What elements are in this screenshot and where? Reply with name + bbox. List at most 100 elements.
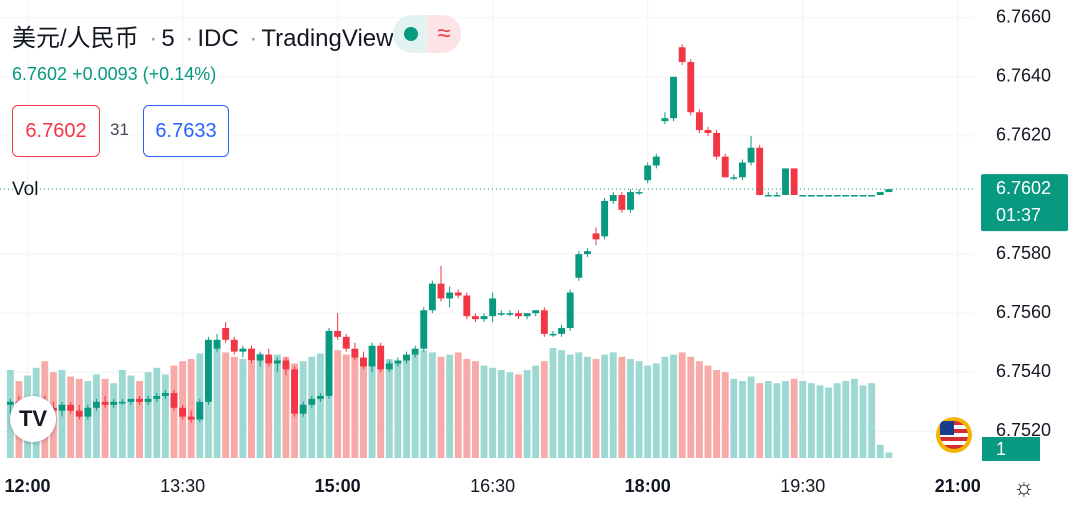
candle-body	[360, 357, 367, 367]
volume-bar	[153, 367, 161, 458]
volume-bar	[67, 376, 75, 458]
volume-bar	[273, 354, 281, 458]
candle-body	[532, 310, 540, 314]
volume-bar	[187, 359, 195, 458]
volume-bar	[566, 354, 574, 458]
volume-bar	[437, 356, 445, 458]
volume-bar	[239, 359, 247, 458]
candle-body	[859, 195, 867, 197]
candle-body	[644, 165, 652, 181]
settings-icon[interactable]: ☼	[1013, 474, 1035, 501]
volume-bar	[471, 361, 479, 458]
volume-bar	[850, 378, 858, 458]
volume-bar	[687, 356, 695, 458]
candle-body	[842, 195, 850, 197]
volume-bar	[609, 352, 617, 458]
candle-body	[704, 130, 712, 133]
candle-body	[454, 292, 462, 296]
badge[interactable]: 1	[982, 437, 1040, 461]
candle-body	[118, 401, 126, 404]
volume-bar	[454, 352, 462, 458]
candle-body	[730, 177, 738, 179]
candle-body	[480, 316, 488, 320]
candle-body	[230, 339, 238, 352]
last-price-box	[981, 174, 1068, 232]
candle-body	[575, 254, 583, 278]
candle-body	[687, 62, 695, 113]
quote-row: 6.7602 +0.0093 (+0.14%)	[12, 64, 216, 85]
candle-body	[515, 313, 522, 317]
candle-body	[75, 410, 83, 417]
volume-bar	[885, 452, 893, 458]
volume-bar	[635, 361, 643, 458]
candle-body	[420, 310, 428, 349]
candle-body	[377, 345, 385, 370]
volume-bar	[644, 365, 652, 458]
volume-bar	[868, 383, 876, 458]
candle-body	[6, 401, 14, 405]
candle-body	[282, 360, 290, 370]
candle-body	[876, 192, 884, 196]
volume-bar	[480, 365, 488, 458]
last-price-label: 6.7602	[996, 178, 1051, 198]
status-pill[interactable]: ≈	[393, 15, 461, 53]
change: +0.0093	[72, 64, 138, 84]
candle-body	[127, 398, 135, 402]
candle-body	[273, 360, 281, 364]
volume-bar	[93, 374, 100, 458]
candle-body	[144, 398, 152, 402]
candle-body	[351, 348, 359, 358]
volume-bar	[428, 352, 436, 458]
volume-bar	[833, 383, 841, 458]
volume-bar	[144, 372, 152, 458]
volume-label: Vol	[12, 179, 39, 200]
ask-box[interactable]: 6.7633	[143, 105, 229, 157]
volume-bar	[118, 370, 126, 458]
candle-body	[627, 192, 634, 210]
y-tick-label: 6.7640	[996, 66, 1051, 86]
bid-box[interactable]: 6.7602	[12, 105, 100, 157]
volume-bar	[256, 353, 264, 458]
volume-bar	[282, 356, 290, 458]
volume-bar	[506, 372, 514, 458]
volume-bar	[652, 363, 660, 458]
volume-bar	[446, 354, 454, 458]
volume-bar	[411, 353, 419, 458]
status-icon: ≈	[427, 15, 461, 53]
volume-bar	[713, 370, 721, 458]
logo[interactable]: TV	[10, 396, 56, 442]
candle-body	[764, 195, 772, 197]
volume-bar	[394, 361, 402, 458]
volume-bar	[816, 385, 824, 458]
candle-body	[239, 348, 247, 352]
flag-icon[interactable]	[936, 417, 972, 453]
volume-bar	[583, 356, 591, 458]
candle-body	[256, 354, 264, 361]
candle-body	[196, 401, 204, 420]
volume-bar	[764, 381, 772, 458]
volume-bar	[549, 348, 557, 458]
volume-bar	[859, 385, 867, 458]
candle-body	[799, 195, 807, 197]
candle-body	[773, 195, 781, 197]
candle-body	[222, 327, 230, 340]
volume-bar	[876, 444, 884, 458]
volume-bar	[101, 378, 109, 458]
volume-bar	[704, 365, 712, 458]
volume-bar	[489, 367, 497, 458]
candle-body	[110, 401, 118, 405]
candle-body	[678, 47, 686, 63]
volume-bar	[515, 374, 522, 458]
volume-bar	[618, 356, 626, 458]
candle-body	[299, 404, 307, 414]
volume-bar	[592, 359, 600, 458]
x-tick-label: 19:30	[780, 476, 825, 496]
provider: TradingView	[261, 25, 394, 52]
candle-body	[833, 195, 841, 197]
volume-bar	[799, 381, 807, 458]
candle-body	[790, 168, 798, 196]
candle-body	[566, 292, 574, 328]
volume-bar	[627, 359, 634, 458]
y-tick-label: 6.7620	[996, 125, 1051, 145]
candle-body	[885, 189, 893, 193]
